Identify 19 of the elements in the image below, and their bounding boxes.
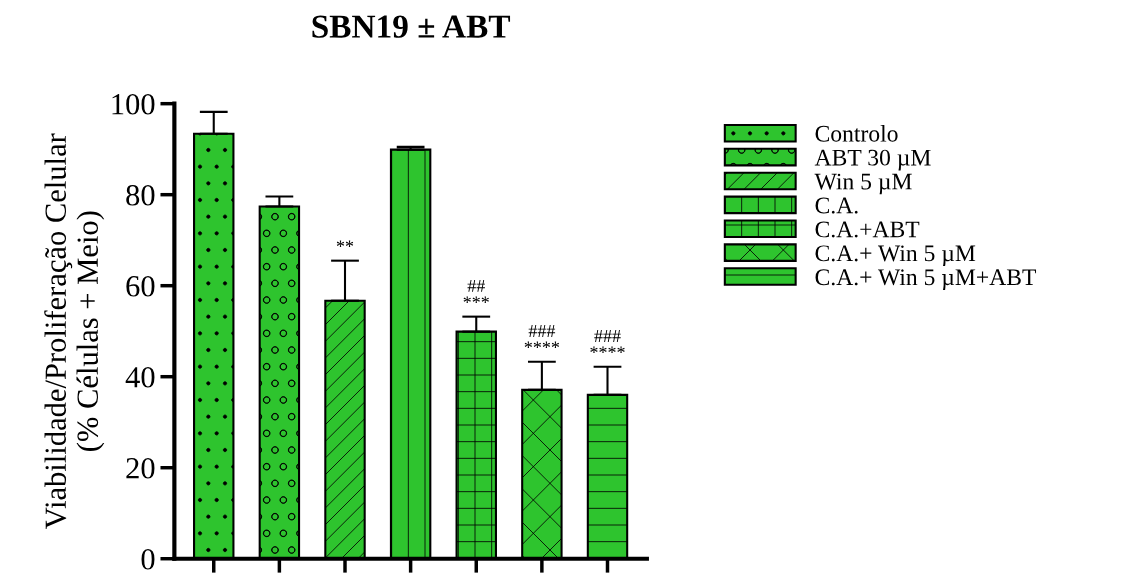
y-tick-label: 100 xyxy=(112,93,155,115)
y-tick-label: 20 xyxy=(126,457,155,479)
legend-label: C.A. xyxy=(815,197,858,214)
legend-label: C.A.+ABT xyxy=(815,221,920,238)
y-tick-label: 0 xyxy=(141,549,155,570)
y-tick-label: 60 xyxy=(126,275,155,297)
y-axis-title: Viabilidade/Proliferação Celular (% Células + Meio) xyxy=(44,133,105,529)
legend-label: C.A.+ Win 5 µM+ABT xyxy=(815,269,1037,290)
y-tick-label: 80 xyxy=(126,184,155,206)
y-tick-label: 40 xyxy=(125,366,155,388)
data-label: ## *** xyxy=(463,280,489,304)
legend-label: Win 5 µM xyxy=(814,173,912,195)
chart-title: SBN19 ± ABT xyxy=(312,15,511,38)
legend-label: C.A.+ Win 5 µM xyxy=(815,245,976,267)
legend-label: ABT 30 µM xyxy=(814,149,931,171)
legend-label: Controlo xyxy=(815,125,898,142)
data-label: ### **** xyxy=(524,325,560,349)
data-label: ### **** xyxy=(590,330,625,354)
data-label: ** xyxy=(336,240,354,248)
